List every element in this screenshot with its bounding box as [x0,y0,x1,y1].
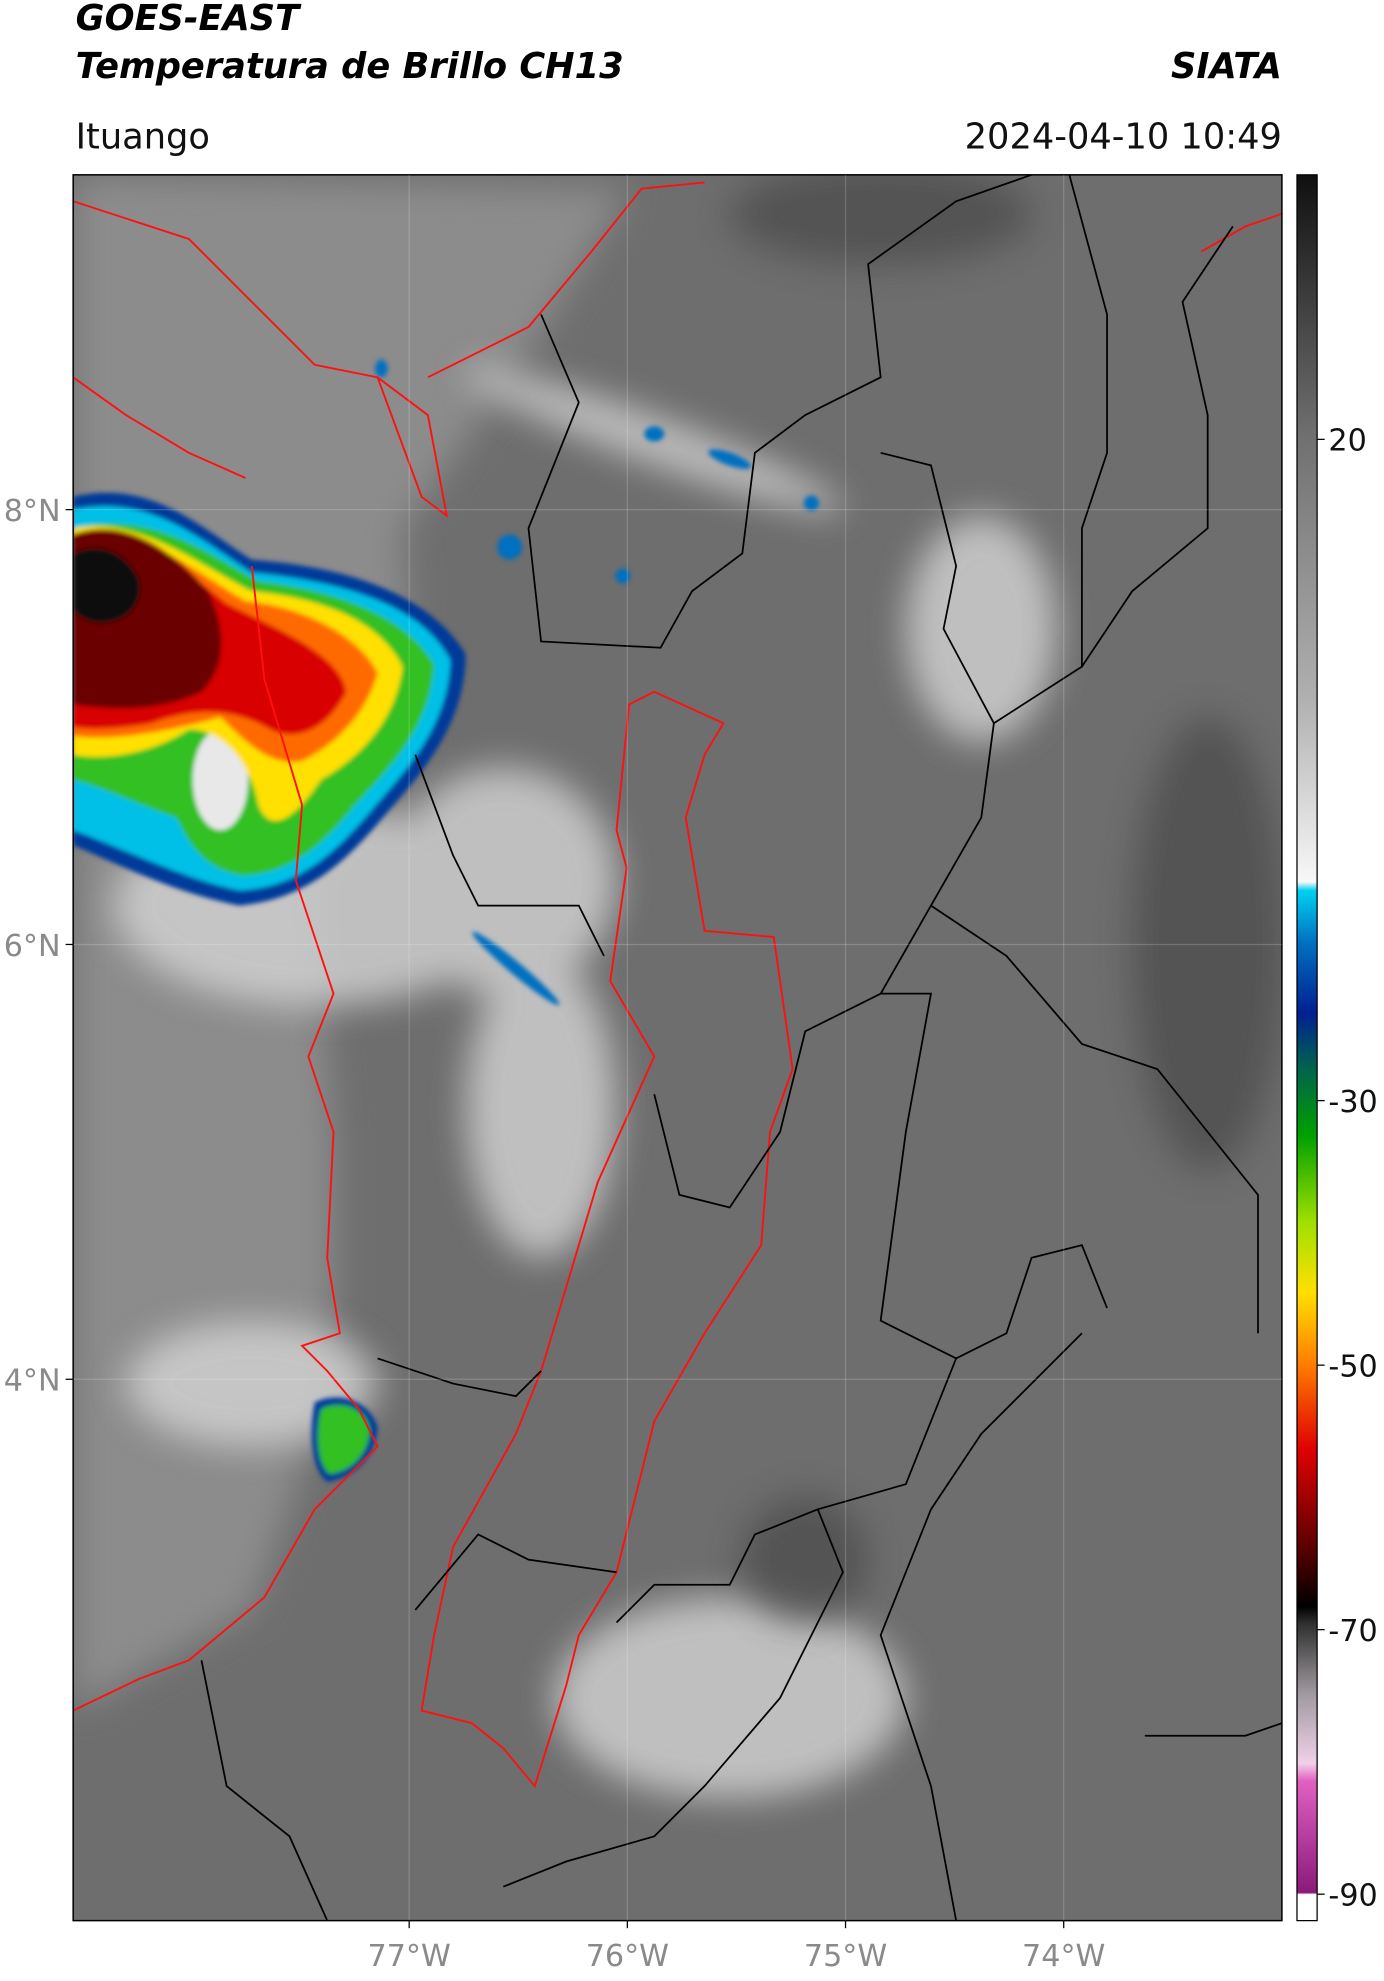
graticule [73,174,1282,1921]
axes: 77°W 76°W 75°W 74°W 8°N 6°N 4°N [4,494,1106,1974]
subtitle: Temperatura de Brillo CH13 [76,46,624,87]
y-tick-label: 6°N [4,929,61,964]
x-tick-label: 75°W [804,1939,887,1974]
map-frame [72,174,1283,1922]
colorbar-tick-label: -90 [1328,1878,1377,1913]
x-tick-label: 77°W [368,1939,451,1974]
colorbar-ticks: 20 -30 -50 -70 -90 [1317,424,1378,1913]
source: SIATA [1171,46,1282,87]
colorbar-tick-label: 20 [1328,424,1366,459]
location: Ituango [76,116,210,157]
colorbar-tick-label: -30 [1328,1085,1377,1120]
colorbar-tick-label: -50 [1328,1349,1377,1384]
satellite-image [73,174,1282,1921]
colorbar-tick-label: -70 [1328,1614,1377,1649]
y-tick-label: 4°N [4,1364,61,1399]
datetime: 2024-04-10 10:49 [965,116,1282,157]
y-tick-label: 8°N [4,494,61,529]
x-tick-label: 76°W [586,1939,669,1974]
title: GOES-EAST [76,0,302,39]
colorbar [1296,174,1318,1922]
x-tick-label: 74°W [1022,1939,1105,1974]
